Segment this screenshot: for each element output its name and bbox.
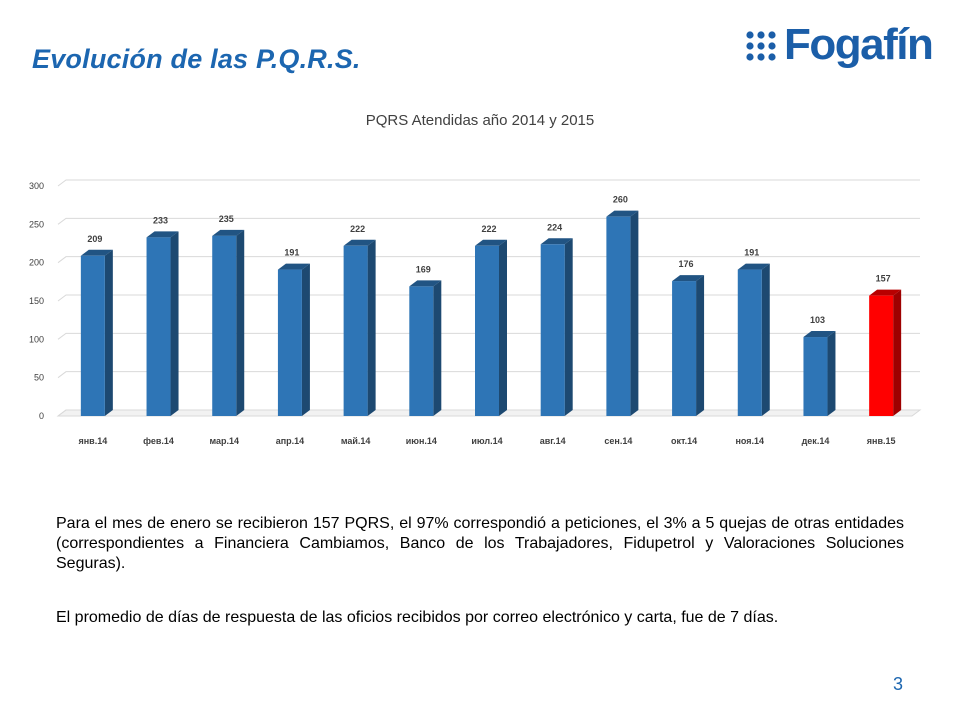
bar-front: [606, 216, 631, 416]
bar-front: [277, 269, 302, 416]
x-tick-label: янв.15: [867, 436, 896, 446]
bar-front: [343, 245, 368, 416]
x-tick-label: авг.14: [540, 436, 566, 446]
bar: [212, 229, 245, 416]
bar: [540, 238, 573, 416]
data-label: 222: [481, 224, 496, 234]
bar-side: [696, 275, 705, 416]
data-label: 157: [876, 274, 891, 284]
bar-front: [803, 337, 828, 416]
y-tick-label: 300: [29, 181, 44, 191]
bar-front: [146, 237, 171, 416]
response-time-paragraph: El promedio de días de respuesta de las …: [56, 609, 779, 626]
bar: [869, 289, 902, 416]
summary-paragraph: Para el mes de enero se recibieron 157 P…: [56, 515, 904, 572]
bar: [343, 239, 376, 416]
chart-svg: 0 50 100 150 200 250 300 209 янв.14 233 фев.14 235 м…: [29, 179, 922, 446]
bar-top: [277, 263, 310, 270]
logo-text: Fogafín: [784, 20, 934, 69]
dot-grid-icon: [746, 31, 776, 61]
bar-side: [367, 239, 376, 416]
data-label: 235: [219, 214, 234, 224]
bar-top: [409, 280, 442, 287]
x-tick-label: апр.14: [276, 436, 304, 446]
data-label: 103: [810, 315, 825, 325]
data-label: 209: [87, 234, 102, 244]
bar-side: [893, 289, 902, 416]
y-tick-label: 250: [29, 219, 44, 229]
bar-front: [737, 269, 762, 416]
x-tick-label: июн.14: [406, 436, 437, 446]
bar-top: [803, 331, 836, 338]
data-label: 224: [547, 222, 562, 232]
bar-side: [236, 229, 245, 416]
data-label: 233: [153, 215, 168, 225]
data-label: 191: [744, 248, 759, 258]
data-label: 222: [350, 224, 365, 234]
x-tick-label: июл.14: [471, 436, 502, 446]
bar-side: [301, 263, 310, 416]
slide-title: Evolución de las P.Q.R.S.: [32, 44, 361, 74]
bar: [80, 249, 113, 416]
bar-top: [540, 238, 573, 245]
y-tick-label: 0: [39, 411, 44, 421]
bar-side: [564, 238, 573, 416]
bar-front: [409, 286, 434, 416]
x-tick-label: ноя.14: [735, 436, 764, 446]
x-tick-label: сен.14: [604, 436, 632, 446]
page-number: 3: [893, 674, 904, 694]
bar-side: [827, 331, 836, 416]
bar-side: [170, 231, 179, 416]
x-tick-label: дек.14: [802, 436, 830, 446]
bar-top: [212, 229, 245, 236]
bar-side: [433, 280, 442, 416]
bar-top: [80, 249, 113, 256]
bar: [672, 275, 705, 416]
x-tick-label: янв.14: [78, 436, 107, 446]
bar-side: [104, 249, 113, 416]
bar-front: [212, 235, 237, 416]
y-tick-label: 200: [29, 258, 44, 268]
y-tick-label: 100: [29, 334, 44, 344]
bar: [737, 263, 770, 416]
bar-top: [672, 275, 705, 282]
bar-top: [737, 263, 770, 270]
bar-side: [630, 210, 639, 416]
bar-side: [761, 263, 770, 416]
x-tick-label: окт.14: [671, 436, 697, 446]
gridline: [57, 179, 920, 187]
fogafin-logo: Fogafín: [744, 20, 944, 74]
bar: [803, 331, 836, 416]
x-tick-label: фев.14: [143, 436, 174, 446]
bar: [475, 239, 507, 416]
bar-top: [343, 239, 376, 246]
data-label: 169: [416, 264, 431, 274]
bar-chart: PQRS Atendidas año 2014 y 2015 0 50 100 150…: [0, 100, 960, 470]
y-tick-label: 50: [34, 373, 44, 383]
bar-front: [475, 245, 499, 416]
bar-side: [499, 239, 507, 416]
bar-top: [869, 289, 902, 296]
bar: [146, 231, 179, 416]
x-tick-label: мар.14: [209, 436, 239, 446]
bar-top: [475, 239, 507, 246]
chart-title: PQRS Atendidas año 2014 y 2015: [365, 112, 595, 129]
bar-top: [606, 210, 639, 217]
bar: [277, 263, 310, 416]
bar-front: [540, 244, 565, 416]
bar-front: [80, 255, 105, 416]
bar: [606, 210, 639, 416]
x-tick-label: май.14: [341, 436, 371, 446]
y-tick-label: 150: [29, 296, 44, 306]
bar-front: [869, 295, 894, 416]
bar-front: [672, 281, 697, 416]
bar-top: [146, 231, 179, 238]
bar: [409, 280, 442, 416]
data-label: 176: [679, 259, 694, 269]
data-label: 260: [613, 195, 628, 205]
data-label: 191: [284, 248, 299, 258]
